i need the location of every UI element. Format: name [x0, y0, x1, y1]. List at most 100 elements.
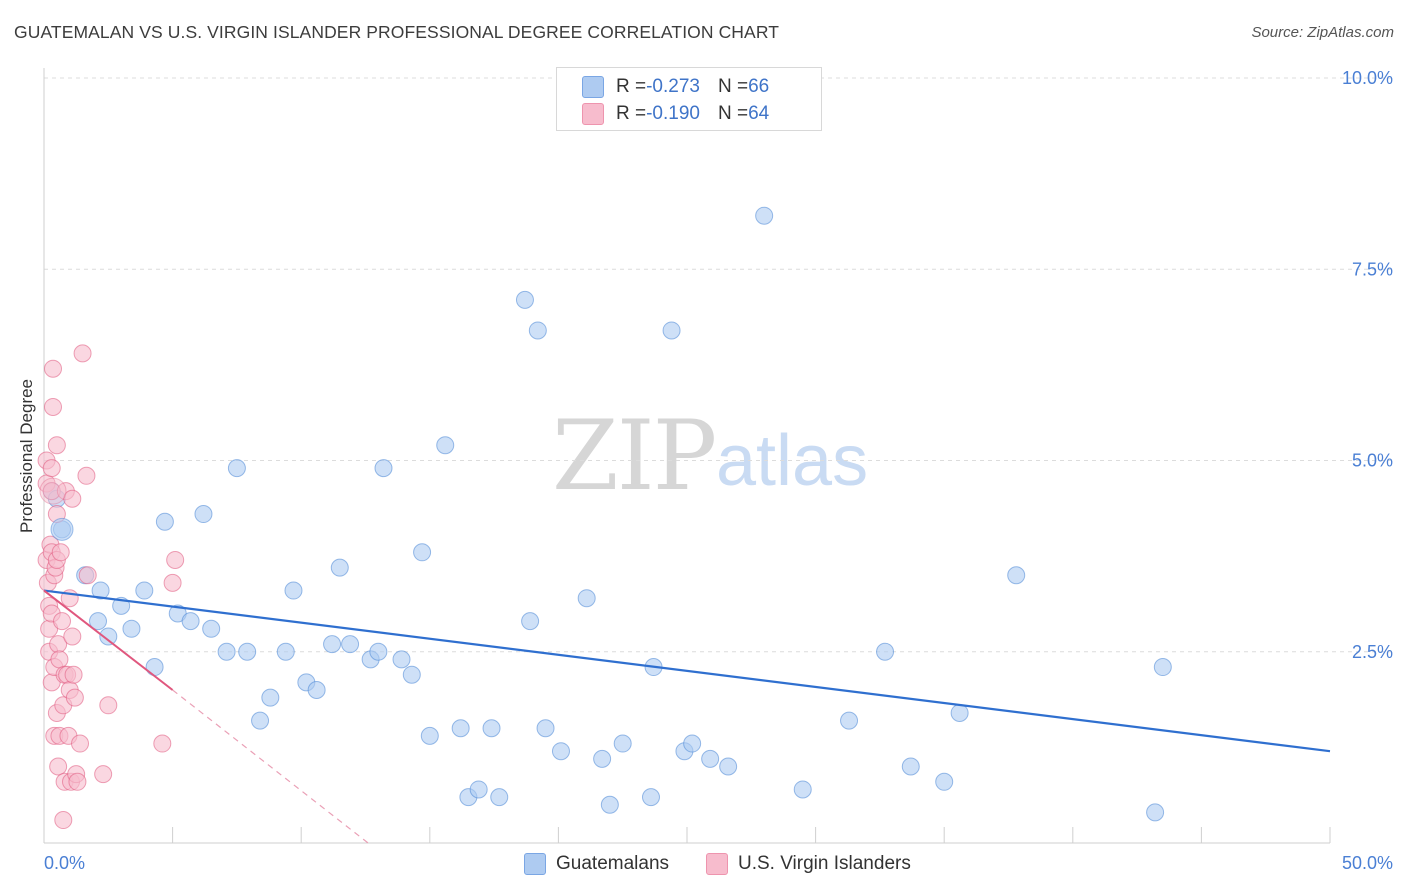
- guatemalan-point: [901, 757, 920, 776]
- guatemalan-point: [876, 642, 895, 661]
- virgin-islander-point: [47, 436, 66, 455]
- guatemalan-point: [701, 749, 720, 768]
- guatemalan-point: [284, 581, 303, 600]
- guatemalan-point: [1146, 803, 1165, 822]
- x-tick-label: 0.0%: [44, 853, 85, 873]
- guatemalan-point: [122, 619, 141, 638]
- legend-swatch-pink: [582, 103, 604, 125]
- virgin-islander-point: [77, 466, 96, 485]
- legend-r-value: -0.190: [646, 103, 700, 124]
- virgin-islander-point: [99, 696, 118, 715]
- guatemalan-point: [1007, 566, 1026, 585]
- guatemalan-point: [793, 780, 812, 799]
- guatemalan-point: [600, 795, 619, 814]
- guatemalan-point: [99, 627, 118, 646]
- guatemalan-point: [469, 780, 488, 799]
- bottom-swatch-pink: [706, 853, 728, 875]
- correlation-legend: R = -0.273 N = 66 R = -0.190 N = 64: [556, 67, 822, 131]
- virgin-islander-point: [78, 566, 97, 585]
- virgin-islander-point: [50, 650, 69, 669]
- guatemalan-point: [451, 719, 470, 738]
- virgin-islander-point: [94, 765, 113, 784]
- guatemalan-point: [683, 734, 702, 753]
- guatemalan-point: [840, 711, 859, 730]
- guatemalan-point: [521, 612, 540, 631]
- legend-n-label: N =: [717, 76, 749, 97]
- virgin-islander-point: [51, 543, 70, 562]
- virgin-islander-point: [49, 757, 68, 776]
- guatemalan-point: [436, 436, 455, 455]
- bottom-legend-label: Guatemalans: [556, 853, 670, 874]
- guatemalan-point: [261, 688, 280, 707]
- guatemalan-point: [330, 558, 349, 577]
- virgin-islander-point: [166, 550, 185, 569]
- guatemalan-point: [413, 543, 432, 562]
- guatemalan-point: [515, 290, 534, 309]
- watermark-zip: ZIP: [552, 400, 717, 512]
- virgin-islander-point: [163, 573, 182, 592]
- virgin-islander-trend-line: [43, 589, 174, 691]
- y-tick-label: 7.5%: [1352, 259, 1393, 279]
- guatemalan-point: [641, 788, 660, 807]
- guatemalan-point: [251, 711, 270, 730]
- guatemalan-point: [307, 681, 326, 699]
- y-tick-label: 5.0%: [1352, 451, 1393, 471]
- virgin-islander-point: [44, 359, 63, 378]
- guatemalan-trend-line: [43, 589, 1331, 753]
- legend-r-label: R =: [616, 103, 647, 124]
- guatemalan-point: [202, 619, 221, 638]
- y-tick-label: 10.0%: [1342, 68, 1393, 88]
- bottom-legend-virgin-islanders: U.S. Virgin Islanders: [706, 851, 911, 877]
- legend-row-guatemalans: R = -0.273 N = 66: [582, 75, 769, 99]
- guatemalan-point: [402, 665, 421, 684]
- guatemalan-point: [217, 642, 236, 661]
- y-tick-label: 2.5%: [1352, 642, 1393, 662]
- guatemalan-point: [194, 505, 213, 524]
- guatemalan-point: [392, 650, 411, 669]
- guatemalan-point: [420, 726, 439, 745]
- guatemalan-point: [593, 749, 612, 768]
- source-credit: Source: ZipAtlas.com: [1251, 24, 1394, 41]
- guatemalan-point: [755, 206, 774, 225]
- x-tick-label: 50.0%: [1342, 853, 1393, 873]
- virgin-islander-point: [54, 811, 73, 830]
- legend-n-value: 64: [748, 103, 770, 124]
- guatemalan-point: [323, 635, 342, 654]
- guatemalan-point: [227, 459, 246, 478]
- virgin-islander-point: [68, 772, 87, 791]
- guatemalan-point: [1153, 658, 1172, 677]
- virgin-islander-point: [63, 489, 82, 508]
- guatemalan-point: [490, 788, 509, 807]
- virgin-islander-point: [153, 734, 172, 753]
- guatemalan-point: [528, 321, 547, 340]
- legend-r-value: -0.273: [646, 76, 700, 97]
- virgin-islander-point: [44, 397, 63, 416]
- legend-r-label: R =: [616, 76, 647, 97]
- legend-n-label: N =: [717, 103, 749, 124]
- virgin-islander-point: [73, 344, 92, 363]
- guatemalan-point: [369, 642, 388, 661]
- guatemalan-point: [341, 635, 360, 654]
- virgin-islander-point: [42, 459, 61, 478]
- guatemalan-point: [238, 642, 257, 661]
- bottom-legend-guatemalans: Guatemalans: [524, 851, 669, 877]
- guatemalan-point: [91, 581, 110, 600]
- legend-row-virgin-islanders: R = -0.190 N = 64: [582, 102, 769, 126]
- guatemalan-point: [145, 658, 164, 677]
- guatemalan-point: [719, 757, 738, 776]
- guatemalan-point: [276, 642, 295, 661]
- guatemalan-point: [135, 581, 154, 600]
- bottom-swatch-blue: [524, 853, 546, 875]
- guatemalan-point: [613, 734, 632, 753]
- guatemalan-point: [577, 589, 596, 608]
- guatemalan-point: [551, 742, 570, 761]
- virgin-islander-point: [63, 627, 82, 646]
- virgin-islander-trend-extension: [172, 689, 369, 844]
- legend-swatch-blue: [582, 76, 604, 98]
- guatemalan-point: [374, 459, 393, 478]
- virgin-islander-point: [53, 612, 72, 631]
- guatemalan-point: [536, 719, 555, 738]
- cluster-point: [50, 517, 74, 541]
- guatemalan-point: [950, 703, 969, 722]
